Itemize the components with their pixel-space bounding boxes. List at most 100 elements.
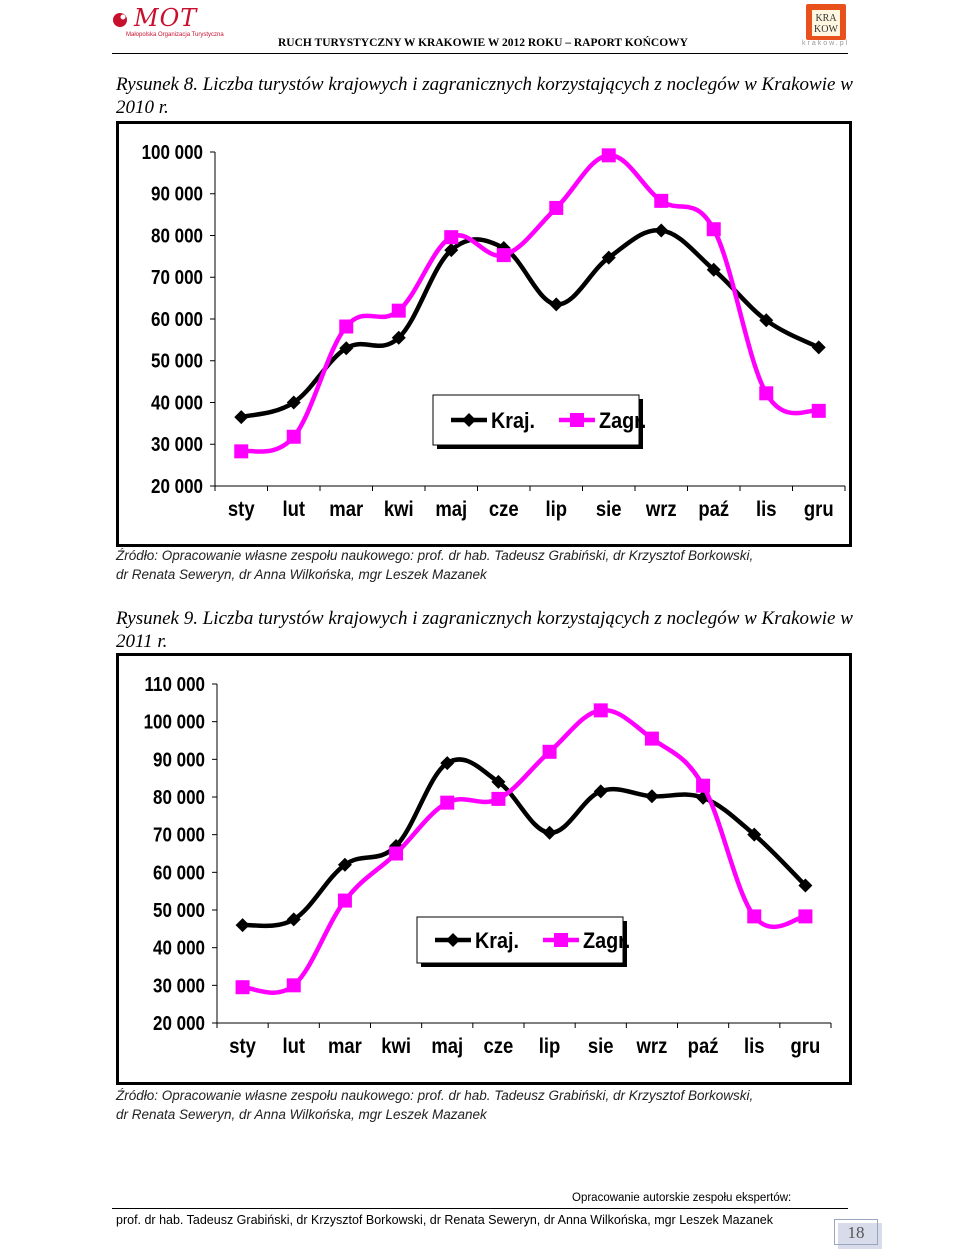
c2011-y-tick-label: 20 000 (153, 1012, 205, 1035)
c2011-point-zagr (389, 846, 404, 861)
c2010-point-kraj (549, 297, 564, 312)
c2010-y-tick-label: 50 000 (151, 349, 203, 372)
c2011-x-tick-label: lis (744, 1035, 765, 1058)
figure2-source: Źródło: Opracowanie własne zespołu nauko… (116, 1086, 856, 1124)
c2011-legend-label-kraj: Kraj. (475, 929, 519, 953)
krakow-logo-url: krakow.pl (802, 40, 850, 47)
c2011-x-tick-label: gru (791, 1035, 821, 1058)
c2011-y-tick-label: 80 000 (153, 786, 205, 809)
c2010-x-tick-label: wrz (645, 498, 677, 521)
c2010-legend-shadow-bottom (437, 445, 643, 449)
report-header-title: RUCH TURYSTYCZNY W KRAKOWIE W 2012 ROKU … (278, 37, 688, 49)
c2010-x-tick-label: maj (435, 498, 467, 521)
c2010-point-zagr (339, 319, 354, 334)
chart-2010-svg: 20 000 30 000 40 000 50 000 60 000 70 000 80 0… (142, 141, 846, 521)
c2011-y-tick-label: 110 000 (145, 673, 205, 696)
footer-authors: prof. dr hab. Tadeusz Grabiński, dr Krzy… (116, 1213, 773, 1227)
c2010-point-zagr (391, 303, 406, 318)
c2011-series-zagr-line (242, 708, 806, 995)
c2011-y-tick-label: 90 000 (153, 748, 205, 771)
c2010-y-tick-label: 70 000 (151, 266, 203, 289)
c2010-point-zagr (444, 230, 459, 245)
c2010-point-kraj (706, 262, 721, 277)
c2010-x-tick-label: kwi (384, 498, 414, 521)
c2011-point-kraj (798, 878, 813, 893)
c2010-legend-marker-zagr (570, 413, 584, 427)
c2010-point-kraj (759, 313, 774, 328)
c2010-legend-label-kraj: Kraj. (491, 409, 535, 433)
c2011-point-kraj (440, 756, 455, 771)
c2010-point-zagr (654, 193, 669, 208)
c2011-y-tick-label: 100 000 (144, 710, 205, 733)
c2011-point-zagr (440, 795, 455, 810)
c2011-y-tick-label: 70 000 (153, 823, 205, 846)
c2011-point-zagr (696, 778, 711, 793)
c2010-x-tick-label: lip (545, 498, 567, 521)
c2011-x-tick-label: maj (431, 1035, 463, 1058)
c2010-point-zagr (759, 386, 774, 401)
c2010-y-tick-label: 30 000 (151, 433, 203, 456)
c2010-x-tick-label: sty (228, 498, 255, 521)
figure2-source-line2: dr Renata Seweryn, dr Anna Wilkońska, mg… (116, 1107, 487, 1122)
c2010-point-zagr (286, 429, 301, 444)
c2011-point-kraj (593, 784, 608, 799)
c2011-point-kraj (337, 857, 352, 872)
figure1-source: Źródło: Opracowanie własne zespołu nauko… (116, 546, 856, 584)
c2010-x-tick-label: lis (756, 498, 777, 521)
c2010-point-kraj (391, 330, 406, 345)
c2011-point-kraj (491, 774, 506, 789)
c2010-point-zagr (234, 444, 249, 459)
c2011-point-kraj (286, 912, 301, 927)
c2010-y-tick-label: 40 000 (151, 391, 203, 414)
c2011-legend-marker-zagr (554, 933, 568, 947)
c2011-point-kraj (747, 827, 762, 842)
c2011-legend-shadow-bottom (421, 963, 627, 967)
c2010-point-kraj (654, 223, 669, 238)
page-number: 18 (834, 1219, 878, 1245)
c2010-x-tick-label: cze (489, 498, 519, 521)
c2010-x-tick-label: sie (596, 498, 622, 521)
c2010-y-tick-label: 60 000 (151, 308, 203, 331)
chart-2011: 20 000 30 000 40 000 50 000 60 000 70 000 80 0… (116, 653, 852, 1085)
c2011-x-tick-label: sie (588, 1035, 614, 1058)
c2010-point-kraj (339, 341, 354, 356)
figure2-source-line1: Źródło: Opracowanie własne zespołu nauko… (116, 1088, 754, 1103)
c2011-point-zagr (491, 791, 506, 806)
c2010-legend-shadow-right (639, 399, 643, 449)
figure1-source-line1: Źródło: Opracowanie własne zespołu nauko… (116, 548, 754, 563)
c2011-point-kraj (389, 838, 404, 853)
c2011-point-kraj (542, 825, 557, 840)
c2011-x-tick-label: paź (688, 1035, 719, 1058)
c2011-point-zagr (798, 909, 813, 924)
c2011-point-zagr (593, 703, 608, 718)
c2010-point-kraj (811, 340, 826, 355)
c2011-y-tick-label: 40 000 (153, 936, 205, 959)
c2010-x-tick-label: gru (804, 498, 834, 521)
c2010-point-zagr (706, 222, 721, 237)
krakow-logo-text-2: KOW (814, 24, 838, 35)
c2011-point-zagr (747, 909, 762, 924)
krakow-logo: KRA KOW (806, 4, 846, 40)
mot-logo: MOT Małopolska Organizacja Turystyczna (112, 4, 224, 44)
chart-2011-svg: 20 000 30 000 40 000 50 000 60 000 70 000 80 0… (144, 673, 832, 1058)
c2011-point-zagr (337, 893, 352, 908)
c2010-y-tick-label: 90 000 (151, 182, 203, 205)
c2011-x-tick-label: lut (282, 1035, 305, 1058)
c2010-point-zagr (811, 403, 826, 418)
c2010-series-zagr-line (240, 153, 820, 454)
c2011-point-kraj (235, 918, 250, 933)
c2011-x-tick-label: mar (328, 1035, 362, 1058)
c2011-point-kraj (644, 789, 659, 804)
c2010-series-kraj-line (240, 228, 820, 420)
figure1-caption: Rysunek 8. Liczba turystów krajowych i z… (116, 74, 853, 118)
c2010-y-tick-label: 100 000 (142, 141, 203, 164)
page-header: MOT Małopolska Organizacja Turystyczna K… (0, 0, 960, 60)
header-divider (112, 53, 848, 54)
c2011-x-tick-label: sty (229, 1035, 256, 1058)
c2010-point-zagr (601, 148, 616, 163)
figure2-caption: Rysunek 9. Liczba turystów krajowych i z… (116, 608, 853, 652)
c2011-x-tick-label: lip (539, 1035, 561, 1058)
c2011-point-zagr (286, 978, 301, 993)
c2011-point-kraj (696, 790, 711, 805)
footer-divider (112, 1208, 848, 1209)
